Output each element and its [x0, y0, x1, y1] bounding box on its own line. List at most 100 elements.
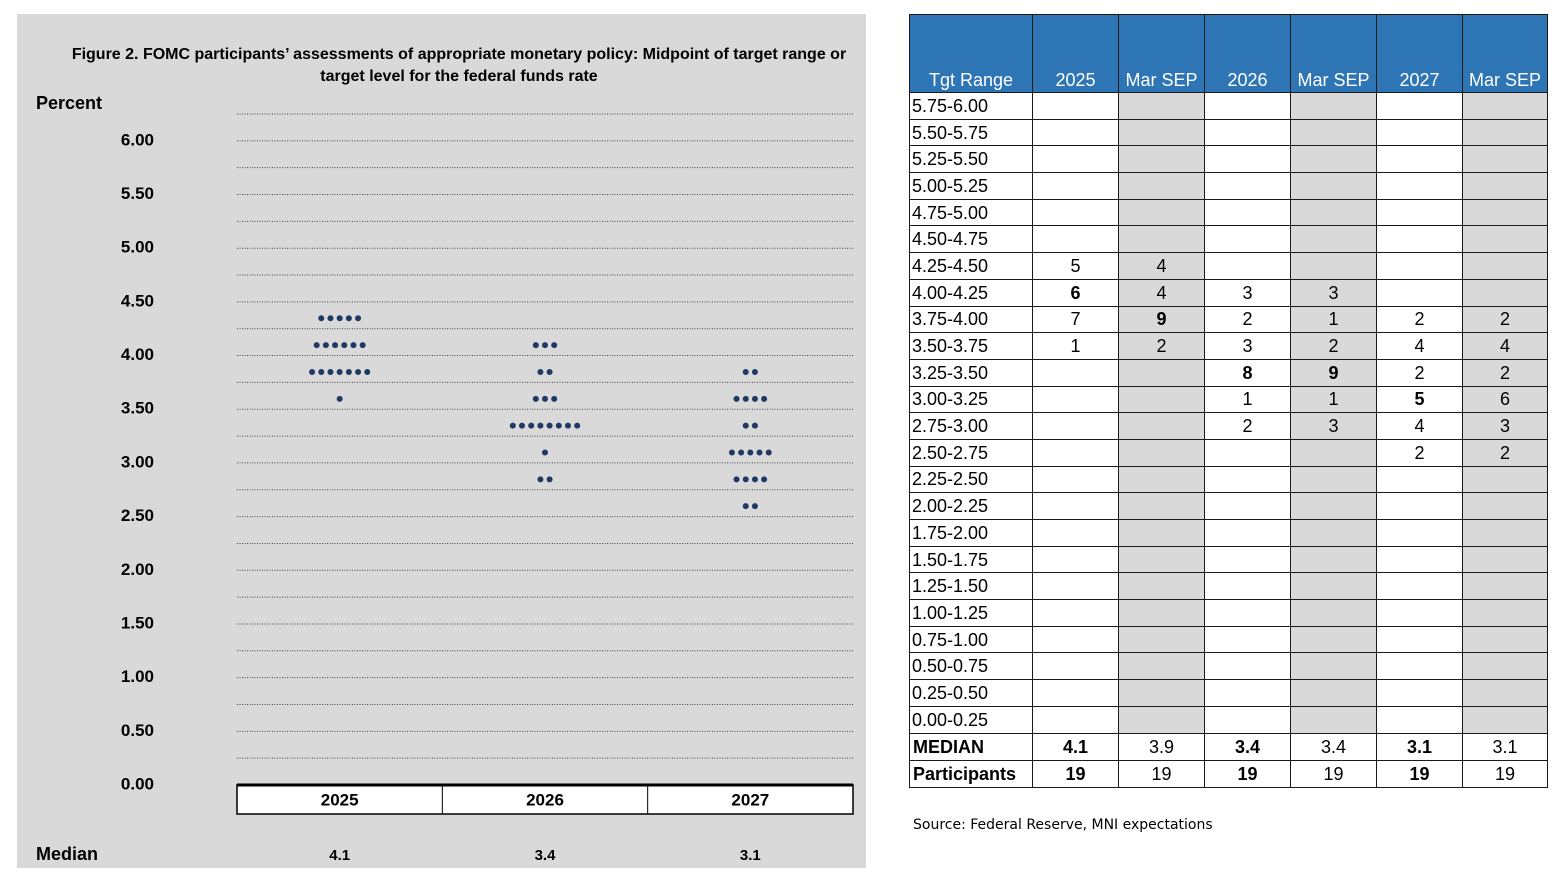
count-cell	[1376, 705, 1463, 734]
count-cell	[1204, 438, 1291, 467]
summary-label: MEDIAN	[909, 732, 1033, 761]
count-cell	[1118, 572, 1205, 601]
count-cell: 4	[1118, 278, 1205, 307]
count-cell: 3	[1290, 278, 1377, 307]
count-cell: 2	[1462, 358, 1548, 387]
count-cell: 4	[1376, 412, 1463, 440]
median-value: 4.1	[329, 847, 350, 864]
count-cell	[1462, 92, 1548, 120]
count-cell: 5	[1032, 252, 1119, 280]
table-row: 3.75-4.00 7 9 2 1 2 2	[909, 305, 1548, 334]
dot	[519, 422, 525, 429]
dot	[751, 503, 758, 510]
count-cell	[1032, 599, 1119, 627]
chart-panel: Percent 0.00 0.50 1.00 1.50 2.00 2.50 3.00 3.50 4…	[17, 14, 866, 868]
range-cell: 3.50-3.75	[909, 332, 1033, 360]
table-row: 2.50-2.75 2 2	[909, 438, 1548, 467]
count-cell	[1204, 572, 1291, 601]
count-cell: 4	[1376, 332, 1463, 360]
range-cell: 0.50-0.75	[909, 652, 1033, 681]
dot	[322, 342, 329, 349]
dot	[309, 368, 316, 375]
dot	[733, 395, 740, 402]
dot	[542, 342, 548, 349]
count-cell	[1290, 118, 1377, 147]
count-cell	[1290, 572, 1377, 601]
y-tick-label: 5.00	[121, 238, 154, 257]
count-cell	[1118, 225, 1205, 254]
count-cell: 2	[1376, 358, 1463, 387]
count-cell	[1118, 519, 1205, 547]
dot	[738, 449, 745, 456]
count-cell	[1032, 519, 1119, 547]
dot	[546, 368, 553, 375]
count-cell	[1118, 492, 1205, 520]
dot	[546, 476, 553, 483]
range-cell: 4.25-4.50	[909, 252, 1033, 280]
dot	[355, 368, 362, 375]
dot	[532, 342, 539, 349]
table-row: 2.75-3.00 2 3 4 3	[909, 412, 1548, 440]
count-cell	[1462, 465, 1548, 494]
count-cell	[1290, 225, 1377, 254]
count-cell	[1118, 412, 1205, 440]
dot	[751, 368, 758, 375]
column-header: Tgt Range	[909, 14, 1033, 93]
count-cell	[1462, 278, 1548, 307]
count-cell: 2	[1376, 438, 1463, 467]
range-cell: 1.75-2.00	[909, 519, 1033, 547]
table-row: 0.50-0.75	[909, 652, 1548, 681]
y-tick-label: 2.50	[121, 506, 154, 525]
summary-value: 4.1	[1032, 732, 1119, 761]
y-tick-label: 3.50	[121, 399, 154, 418]
count-cell	[1118, 145, 1205, 174]
count-cell: 4	[1118, 252, 1205, 280]
x-tick-label: 2026	[526, 790, 564, 809]
y-tick-label: 0.50	[121, 721, 154, 740]
count-cell: 1	[1290, 385, 1377, 414]
count-cell	[1032, 145, 1119, 174]
y-tick-label: 6.00	[121, 130, 154, 149]
table-row: 1.00-1.25	[909, 599, 1548, 627]
count-cell	[1376, 572, 1463, 601]
table-row: 0.00-0.25	[909, 705, 1548, 734]
column-header: 2027	[1376, 14, 1463, 93]
count-cell: 3	[1204, 278, 1291, 307]
dot	[537, 368, 544, 375]
dot	[332, 342, 339, 349]
count-cell	[1118, 385, 1205, 414]
count-cell	[1204, 225, 1291, 254]
count-cell	[1204, 625, 1291, 654]
count-cell: 2	[1290, 332, 1377, 360]
table-row: 3.50-3.75 1 2 3 2 4 4	[909, 332, 1548, 360]
count-cell: 2	[1204, 412, 1291, 440]
range-cell: 3.75-4.00	[909, 305, 1033, 334]
count-cell	[1462, 145, 1548, 174]
source-note: Source: Federal Reserve, MNI expectation…	[913, 817, 1213, 833]
range-cell: 5.00-5.25	[909, 172, 1033, 200]
count-cell	[1376, 679, 1463, 707]
range-cell: 5.75-6.00	[909, 92, 1033, 120]
dot	[751, 422, 758, 429]
count-cell	[1032, 652, 1119, 681]
count-cell	[1118, 705, 1205, 734]
count-cell	[1290, 679, 1377, 707]
summary-value: 19	[1032, 759, 1119, 788]
count-cell	[1462, 652, 1548, 681]
y-tick-label: 3.00	[121, 452, 154, 471]
count-cell	[1290, 545, 1377, 574]
dot	[756, 449, 763, 456]
count-cell	[1290, 519, 1377, 547]
range-cell: 0.75-1.00	[909, 625, 1033, 654]
count-cell	[1204, 118, 1291, 147]
dot	[742, 395, 749, 402]
count-cell	[1290, 145, 1377, 174]
count-cell	[1204, 252, 1291, 280]
count-cell	[1376, 519, 1463, 547]
table-row: 4.50-4.75	[909, 225, 1548, 254]
count-cell: 1	[1204, 385, 1291, 414]
range-cell: 0.25-0.50	[909, 679, 1033, 707]
count-cell	[1462, 198, 1548, 227]
dot	[761, 395, 768, 402]
